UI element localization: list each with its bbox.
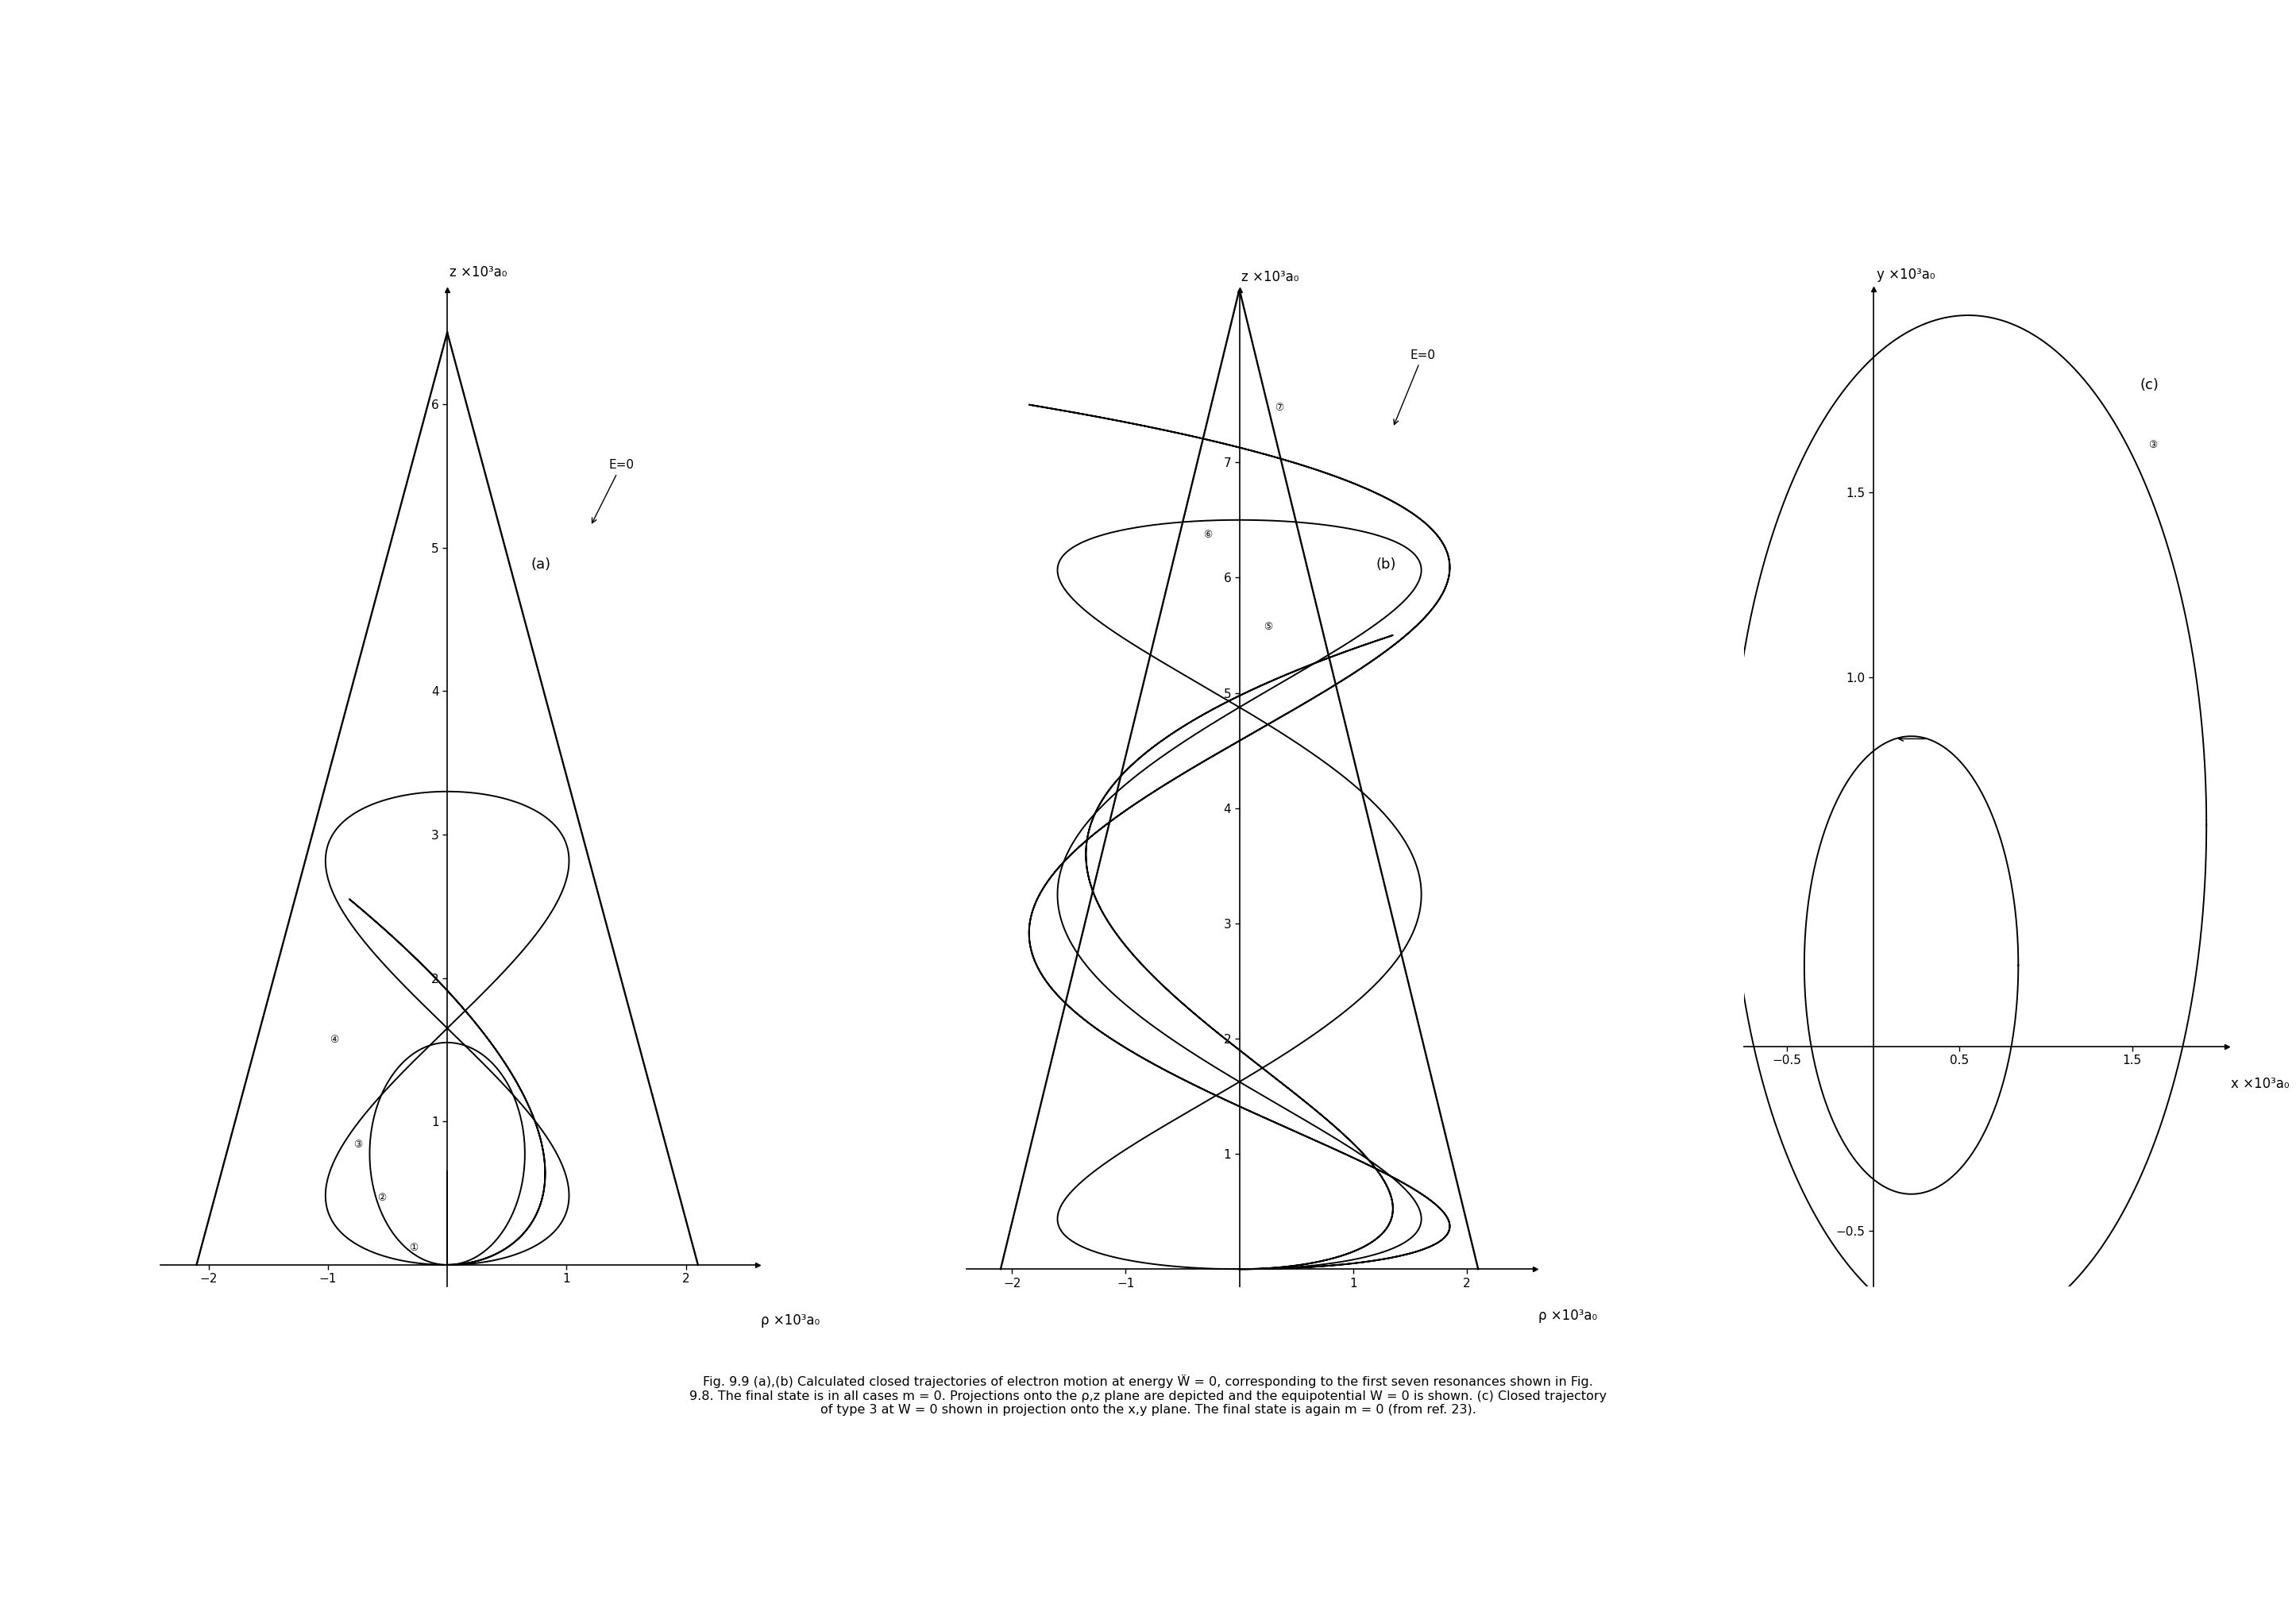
Text: Fig. 9.9 (a),(b) Calculated closed trajectories of electron motion at energy Ẅ =: Fig. 9.9 (a),(b) Calculated closed traje… [689, 1375, 1607, 1417]
Text: (a): (a) [530, 558, 551, 572]
Text: E=0: E=0 [1394, 349, 1435, 425]
Text: ρ ×10³a₀: ρ ×10³a₀ [1538, 1309, 1598, 1323]
Text: ρ ×10³a₀: ρ ×10³a₀ [760, 1314, 820, 1328]
Text: ⑦: ⑦ [1274, 402, 1283, 413]
Text: z ×10³a₀: z ×10³a₀ [1242, 270, 1300, 285]
Text: ⑥: ⑥ [1203, 529, 1212, 540]
Text: ⑤: ⑤ [1263, 622, 1272, 632]
Text: E=0: E=0 [592, 460, 634, 523]
Text: ①: ① [409, 1243, 418, 1253]
Text: x ×10³a₀: x ×10³a₀ [2232, 1077, 2289, 1090]
Text: (b): (b) [1375, 558, 1396, 572]
Text: ④: ④ [328, 1034, 338, 1045]
Text: ③: ③ [2149, 441, 2158, 450]
Text: ②: ② [377, 1193, 386, 1203]
Text: z ×10³a₀: z ×10³a₀ [450, 265, 507, 280]
Text: y ×10³a₀: y ×10³a₀ [1876, 267, 1936, 281]
Text: (c): (c) [2140, 378, 2158, 392]
Text: ③: ③ [354, 1140, 363, 1150]
